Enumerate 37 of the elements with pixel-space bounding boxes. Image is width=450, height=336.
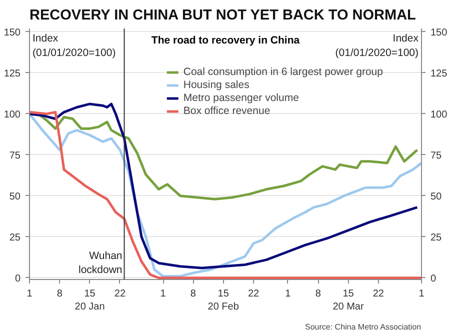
y2-axis-title: Index (01/01/2020=100) (335, 32, 420, 59)
x-tick-label: 1 (285, 288, 292, 300)
y-tick-label: 50 (9, 191, 21, 202)
x-tick-label: 22 (114, 288, 126, 300)
x-tick-label: 22 (248, 288, 260, 300)
y-tick-label: 150 (4, 27, 21, 38)
y2-tick-label: 25 (430, 232, 442, 244)
legend-label: Coal consumption in 6 largest power group (183, 66, 383, 78)
y2-tick-label: 100 (430, 109, 448, 120)
y2-tick-label: 50 (430, 191, 442, 202)
x-tick-label: 1 (160, 288, 166, 300)
x-tick-label: 15 20 Jan (74, 288, 105, 313)
x-tick-label: 8 (190, 288, 196, 300)
y-tick-label: 125 (4, 68, 21, 80)
x-tick-label: 15 20 Feb (208, 288, 240, 313)
text: The road to recovery in China (151, 34, 300, 46)
legend-label: Metro passenger volume (183, 92, 299, 104)
source-note: Source: China Metro Association (305, 322, 422, 332)
x-tick-label: 8 (315, 288, 322, 300)
y-tick-label: 0 (14, 273, 21, 284)
legend-label: Box office revenue (183, 105, 270, 117)
y2-tick-label: 125 (430, 68, 448, 80)
y-tick-label: 100 (4, 109, 21, 120)
ref-line-label: Wuhan lockdown (78, 250, 122, 276)
x-tick-label: 1 (418, 288, 425, 300)
chart-title: RECOVERY IN CHINA BUT NOT YET BACK TO NORMAL (30, 8, 416, 24)
x-tick-label: 1 (26, 288, 33, 300)
y-tick-label: 25 (9, 232, 21, 244)
x-tick-label: 22 (372, 288, 384, 300)
x-tick-label: 8 (56, 288, 63, 300)
y2-tick-label: 75 (430, 150, 442, 162)
legend-label: Housing sales (183, 79, 250, 91)
x-tick-label: 15 20 Mar (332, 288, 364, 313)
y-axis-title: Index (01/01/2020=100) (32, 32, 116, 59)
y-tick-label: 75 (9, 150, 21, 162)
y2-tick-label: 0 (430, 273, 436, 284)
y2-tick-label: 150 (430, 27, 448, 38)
